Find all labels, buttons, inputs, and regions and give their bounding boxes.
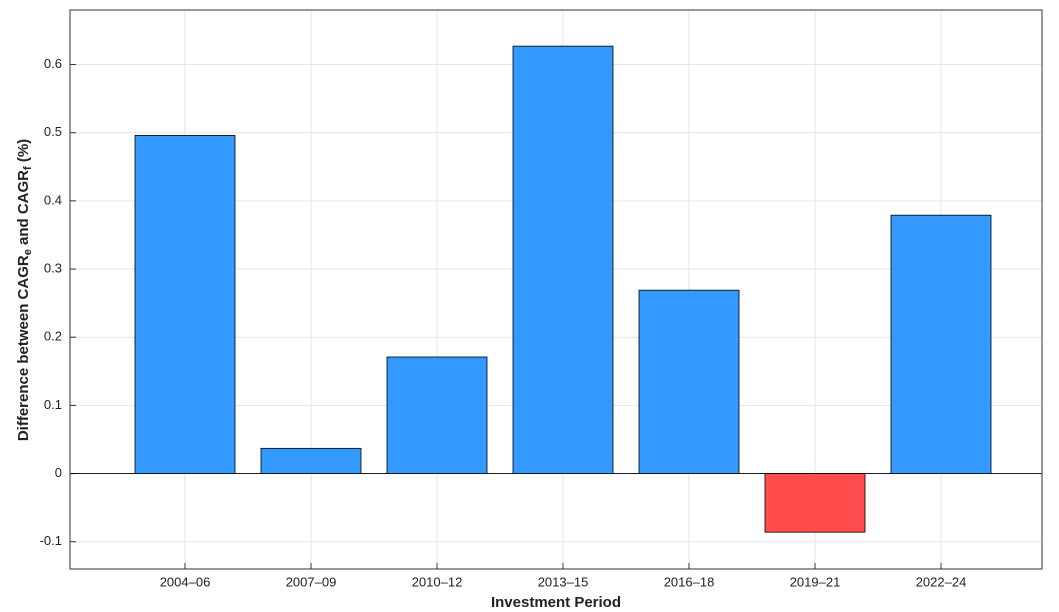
bar — [260, 447, 362, 474]
x-tick-label: 2019–21 — [790, 574, 841, 589]
x-tick-label: 2022–24 — [916, 574, 967, 589]
x-tick-label: 2010–12 — [412, 574, 463, 589]
x-tick-label: 2016–18 — [664, 574, 715, 589]
y-tick-label: 0.3 — [44, 260, 62, 275]
y-label-part: Difference between CAGR — [15, 255, 32, 441]
bar — [512, 45, 614, 474]
bar — [764, 473, 866, 533]
bar — [386, 356, 488, 474]
bar — [638, 289, 740, 474]
x-axis-label: Investment Period — [491, 594, 621, 611]
bar — [890, 214, 992, 474]
y-tick-label: 0.2 — [44, 329, 62, 344]
y-axis-label: Difference between CAGRe and CAGRf (%) — [15, 139, 34, 441]
y-label-subscript: f — [22, 166, 34, 170]
y-tick-label: 0.1 — [44, 397, 62, 412]
y-label-subscript: e — [22, 249, 34, 255]
bar — [134, 135, 236, 474]
x-tick-label: 2007–09 — [286, 574, 337, 589]
x-tick-label: 2004–06 — [160, 574, 211, 589]
y-tick-label: 0 — [55, 465, 62, 480]
y-tick-label: 0.5 — [44, 124, 62, 139]
y-tick-label: 0.4 — [44, 192, 62, 207]
y-label-part: (%) — [15, 139, 32, 167]
x-tick-label: 2013–15 — [538, 574, 589, 589]
y-tick-label: 0.6 — [44, 56, 62, 71]
y-tick-label: -0.1 — [40, 533, 62, 548]
y-label-part: and CAGR — [15, 170, 32, 249]
plot-frame — [69, 9, 1043, 570]
